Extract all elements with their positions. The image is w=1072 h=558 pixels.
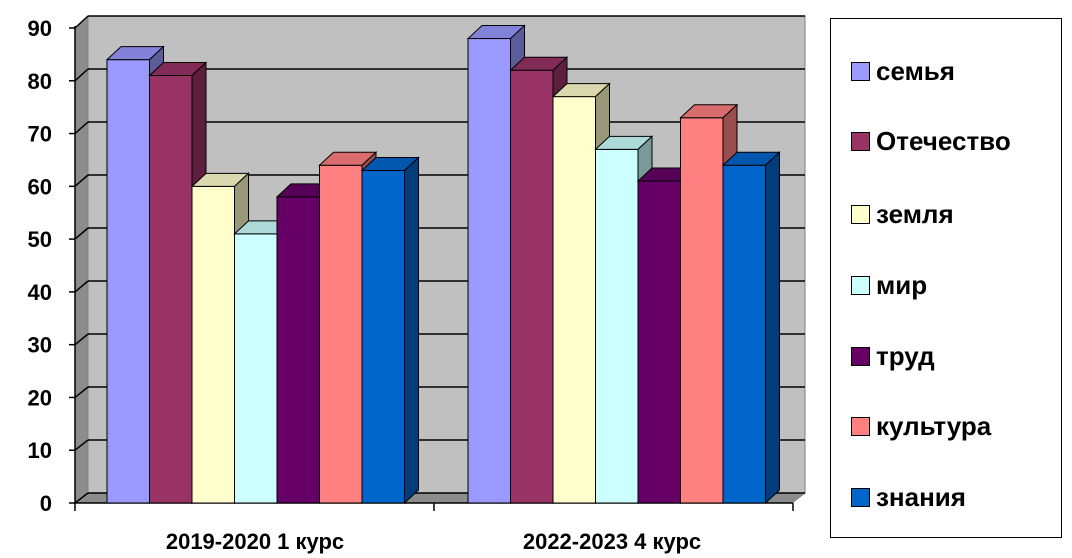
x-category-label: 2019-2020 1 курс xyxy=(166,529,344,554)
gridline xyxy=(74,386,89,399)
legend-item: семья xyxy=(851,56,955,86)
y-tick-label: 60 xyxy=(28,174,52,199)
gridline xyxy=(74,492,89,504)
legend: семья Отечество земля мир труд культура … xyxy=(830,18,1062,538)
legend-label: Отечество xyxy=(876,125,1011,156)
x-category-label: 2022-2023 4 курс xyxy=(523,529,701,554)
x-axis-labels: 2019-2020 1 курс 2022-2023 4 курс xyxy=(166,529,701,554)
bar-front xyxy=(510,69,554,504)
legend-item: мир xyxy=(851,270,927,300)
bar-front xyxy=(149,75,193,504)
y-tick-label: 20 xyxy=(28,385,52,410)
legend-item: земля xyxy=(851,199,954,229)
gridline xyxy=(74,174,89,187)
legend-swatch xyxy=(851,131,870,151)
bar-front xyxy=(276,196,320,504)
gridline xyxy=(74,121,89,135)
bar-front xyxy=(722,164,766,504)
legend-swatch xyxy=(851,275,870,295)
legend-swatch xyxy=(851,204,870,224)
legend-item: знания xyxy=(851,482,966,512)
legend-label: знания xyxy=(876,481,966,512)
bar-front xyxy=(361,170,405,504)
legend-label: труд xyxy=(876,340,935,371)
bar-front xyxy=(637,180,681,504)
legend-label: культура xyxy=(876,410,992,441)
bar-front xyxy=(552,96,596,504)
gridline xyxy=(74,227,89,240)
y-tick-label: 30 xyxy=(28,333,52,358)
bar-front xyxy=(106,59,150,504)
legend-label: земля xyxy=(876,198,954,229)
bar xyxy=(360,156,420,505)
legend-item: культура xyxy=(851,411,991,441)
legend-label: мир xyxy=(876,269,928,300)
bar xyxy=(721,151,781,505)
y-tick-label: 10 xyxy=(28,438,52,463)
legend-swatch xyxy=(851,61,870,81)
y-tick-label: 40 xyxy=(28,280,52,305)
side-wall xyxy=(74,14,89,505)
gridline xyxy=(74,439,89,451)
y-tick-label: 90 xyxy=(28,16,52,41)
y-axis-ticks: 0 10 20 30 40 50 60 70 80 90 xyxy=(28,16,52,516)
bars xyxy=(105,24,781,505)
bar-front xyxy=(467,38,511,504)
y-tick-label: 50 xyxy=(28,227,52,252)
gridline xyxy=(74,280,89,293)
gridline xyxy=(74,15,89,29)
gridline xyxy=(74,68,89,82)
legend-item: Отечество xyxy=(851,126,1011,156)
bar-side xyxy=(765,151,780,505)
y-tick-label: 70 xyxy=(28,122,52,147)
legend-swatch xyxy=(851,416,870,436)
y-tick-label: 80 xyxy=(28,69,52,94)
bar-side xyxy=(404,156,419,505)
legend-swatch xyxy=(851,487,870,507)
legend-swatch xyxy=(851,346,870,366)
legend-item: труд xyxy=(851,341,935,371)
gridline xyxy=(74,333,89,346)
legend-label: семья xyxy=(876,55,955,86)
bar-front xyxy=(319,164,363,504)
bar-front xyxy=(680,117,724,504)
bar-front xyxy=(234,233,278,504)
bar-chart: 0 10 20 30 40 50 60 70 80 90 2019-2020 1… xyxy=(28,14,807,554)
bar-front xyxy=(595,148,639,504)
y-tick-label: 0 xyxy=(40,491,52,516)
bar-front xyxy=(191,185,235,504)
